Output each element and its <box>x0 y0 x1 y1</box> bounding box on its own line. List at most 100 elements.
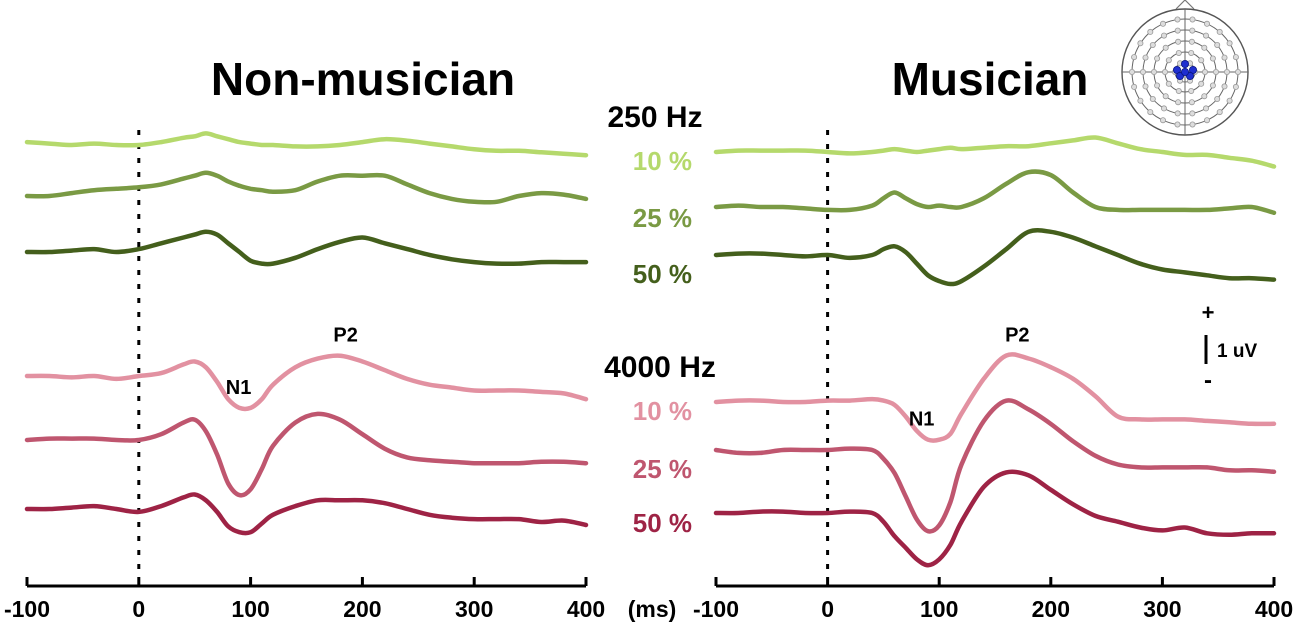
peak-label-n1: N1 <box>226 377 252 399</box>
electrode-dot <box>1209 82 1216 89</box>
scale-bar-label: 1 uV <box>1217 341 1257 362</box>
panel-title-musician: Musician <box>892 53 1089 105</box>
peak-label-p2: P2 <box>1005 325 1029 347</box>
electrode-dot <box>1188 87 1195 94</box>
trace-4000hz_50 <box>713 469 1277 568</box>
freq-label-250hz: 250 Hz <box>607 101 702 134</box>
electrode-dot <box>1147 109 1154 116</box>
pct-label-4000hz-50: 50 % <box>633 508 692 538</box>
electrode-dot <box>1154 55 1161 62</box>
percent-labels: 10 % 25 % 50 % 10 % 25 % 50 % <box>633 146 692 538</box>
electrode-dot <box>1202 32 1209 39</box>
electrode-dot <box>1159 20 1166 27</box>
electrode-dot <box>1174 110 1181 117</box>
electrode-dot <box>1189 16 1196 23</box>
trace-250hz_50 <box>713 228 1277 287</box>
pct-label-4000hz-10: 10 % <box>633 396 692 426</box>
electrode-dot <box>1161 69 1168 75</box>
electrode-dot <box>1202 105 1209 112</box>
trace-4000hz_10 <box>24 353 589 412</box>
electrode-dot <box>1216 28 1223 35</box>
scale-bar-plus: + <box>1202 300 1215 325</box>
electrode-dot <box>1188 49 1195 56</box>
pct-label-250hz-10: 10 % <box>633 146 692 176</box>
selected-electrode-dot <box>1181 68 1189 76</box>
electrode-dot <box>1162 93 1169 100</box>
electrode-dot <box>1175 99 1182 106</box>
electrode-dot <box>1226 97 1233 104</box>
electrode-dot <box>1216 109 1223 116</box>
trace-250hz_10 <box>713 135 1277 169</box>
x-tick-label: -100 <box>693 596 739 622</box>
freq-label-4000hz: 4000 Hz <box>604 351 716 384</box>
electrode-dot <box>1189 27 1196 34</box>
electrode-dot <box>1140 69 1147 75</box>
electrode-dot <box>1174 121 1181 128</box>
x-tick-label: 400 <box>1255 596 1293 622</box>
x-tick-label: 0 <box>132 596 145 622</box>
electrode-dot <box>1189 110 1196 117</box>
trace-4000hz_25 <box>24 411 589 498</box>
x-tick-label: 300 <box>1143 596 1181 622</box>
scale-bar-minus: - <box>1204 367 1212 394</box>
electrode-dot <box>1142 54 1149 61</box>
electrode-dot <box>1159 117 1166 124</box>
x-tick-label: 100 <box>920 596 958 622</box>
electrode-dot <box>1224 69 1231 75</box>
panel-musician: N1 P2 -100 0 100 200 300 400 <box>693 130 1293 622</box>
electrode-dot <box>1162 44 1169 51</box>
electrode-dot <box>1175 38 1182 45</box>
trace-4000hz_50 <box>24 492 589 536</box>
trace-250hz_25 <box>713 169 1277 216</box>
panel-non-musician: N1 P2 -100 0 100 200 300 400 <box>4 130 605 622</box>
electrode-dot <box>1203 117 1210 124</box>
electrode-dot <box>1198 80 1205 87</box>
electrode-dot <box>1214 95 1221 102</box>
electrode-dot <box>1188 99 1195 106</box>
electrode-dot <box>1174 16 1181 23</box>
electrode-dot <box>1232 54 1239 61</box>
electrode-dot <box>1201 69 1208 75</box>
electrode-dot <box>1154 82 1161 89</box>
pct-label-4000hz-25: 25 % <box>633 454 692 484</box>
electrode-dot <box>1201 44 1208 51</box>
electrode-dot <box>1189 121 1196 128</box>
electrode-dot <box>1131 83 1138 90</box>
x-tick-label: 400 <box>567 596 605 622</box>
electrode-dot <box>1149 95 1156 102</box>
electrode-dot <box>1212 69 1219 75</box>
x-tick-label: 300 <box>455 596 493 622</box>
electrode-dot <box>1209 55 1216 62</box>
electrode-dot <box>1221 83 1228 90</box>
scale-bar: + 1 uV - <box>1202 300 1258 394</box>
trace-250hz_10 <box>24 131 589 158</box>
x-tick-label: 100 <box>231 596 269 622</box>
electrode-dot <box>1137 40 1144 47</box>
electrode-dot <box>1214 41 1221 48</box>
electrode-dot <box>1131 54 1138 61</box>
x-tick-label: -100 <box>4 596 50 622</box>
electrode-dot <box>1188 38 1195 45</box>
pct-label-250hz-25: 25 % <box>633 203 692 233</box>
electrode-dot <box>1235 69 1242 75</box>
x-tick-label: 200 <box>343 596 381 622</box>
electrode-dot <box>1160 105 1167 112</box>
pct-label-250hz-50: 50 % <box>633 259 692 289</box>
peak-label-n1: N1 <box>909 409 935 431</box>
electrode-dot <box>1165 57 1172 64</box>
electrode-dot <box>1198 57 1205 64</box>
x-tick-label: 0 <box>821 596 834 622</box>
electrode-dot <box>1129 69 1136 75</box>
electrode-dot <box>1137 97 1144 104</box>
electrode-headmap-icon <box>1121 0 1249 136</box>
electrode-dot <box>1151 69 1158 75</box>
electrode-dot <box>1165 80 1172 87</box>
trace-250hz_25 <box>24 170 589 205</box>
electrode-dot <box>1142 83 1149 90</box>
selected-electrode-dot <box>1181 59 1189 68</box>
panel-title-non-musician: Non-musician <box>211 53 515 105</box>
electrode-dot <box>1175 49 1182 56</box>
peak-label-p2: P2 <box>333 325 357 347</box>
electrode-dot <box>1203 20 1210 27</box>
